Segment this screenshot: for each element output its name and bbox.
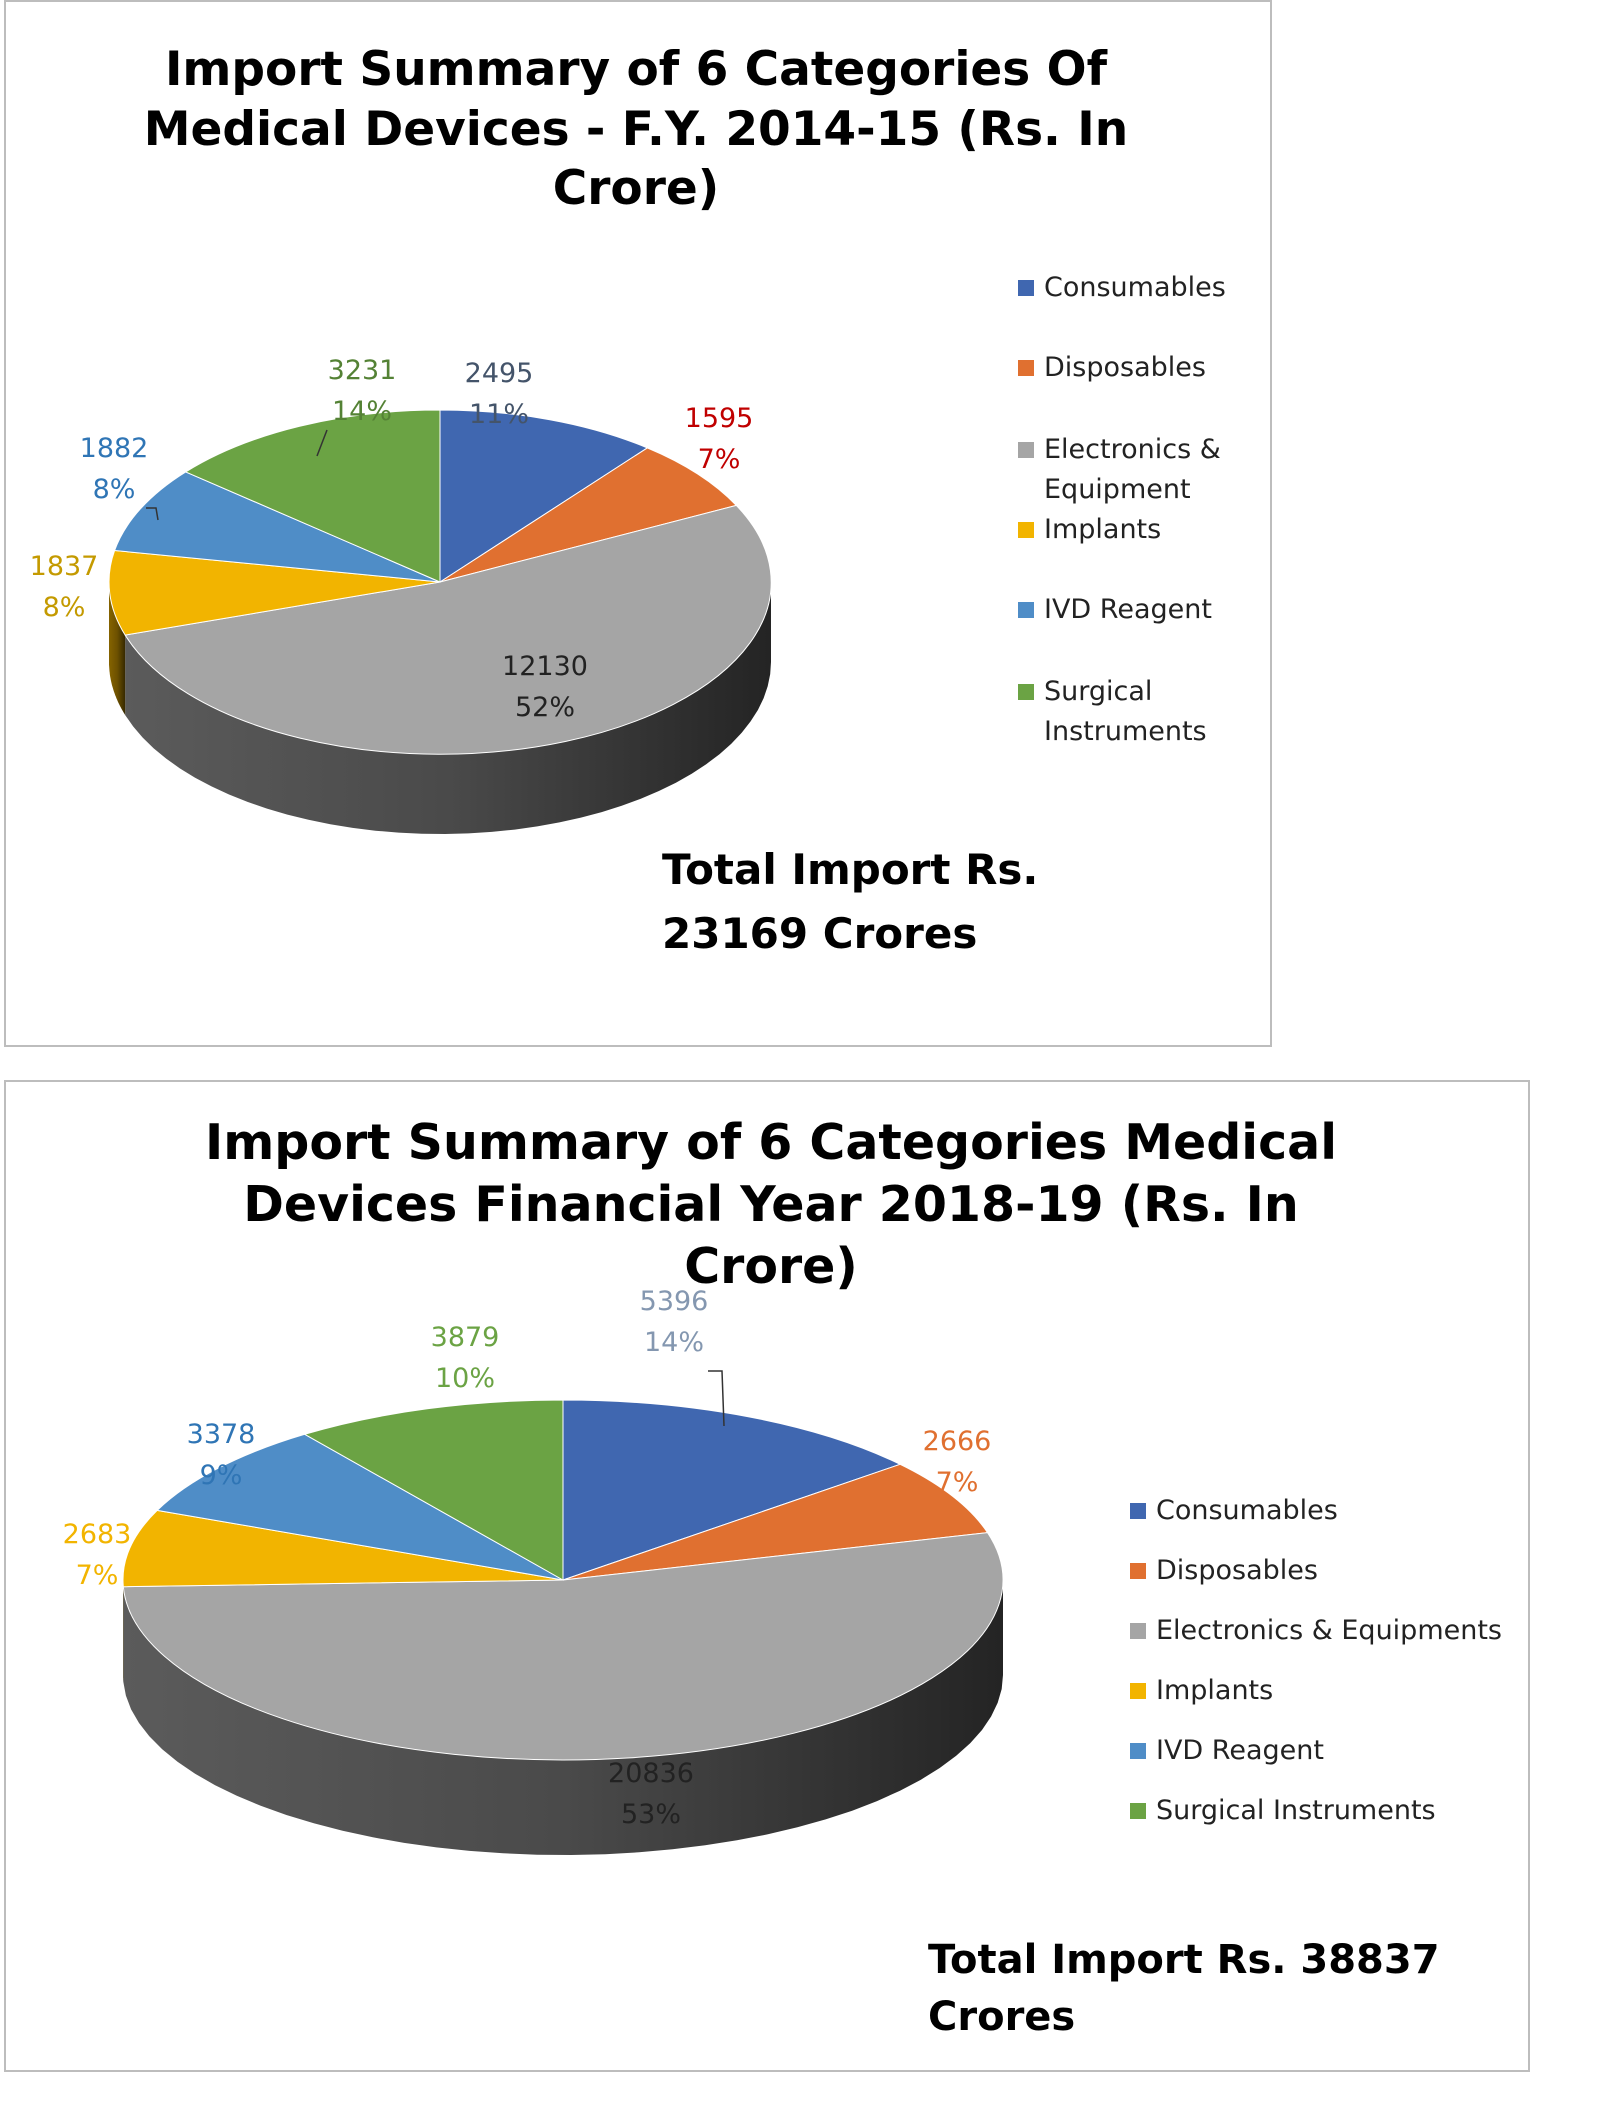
data-label: 20836 53% bbox=[608, 1758, 694, 1830]
legend-item: Surgical Instruments bbox=[1130, 1791, 1436, 1831]
data-label: 1595 7% bbox=[685, 403, 754, 475]
chart-title: Import Summary of 6 Categories Medical D… bbox=[204, 1114, 1337, 1296]
pie-chart-2014-15: 2495 11% 1595 7% 12130 52% 1837 8% 1882 8% 3231 14% bbox=[30, 355, 772, 834]
legend-item: Consumables bbox=[1018, 268, 1226, 308]
pie-chart-2018-19: 5396 14% 2666 7% 20836 53% 2683 7% 3378 9% 3879 10% bbox=[63, 1286, 1004, 1855]
pie-slice-ivd-reagent bbox=[113, 471, 441, 583]
chart-panel-2018-19: Import Summary of 6 Categories Medical D… bbox=[4, 1080, 1530, 2072]
pie-slices bbox=[122, 1399, 1004, 1855]
legend-label: Consumables bbox=[1044, 272, 1226, 303]
pie-slice-consumables bbox=[439, 409, 649, 583]
pie-side-2 bbox=[125, 582, 771, 834]
legend-swatch bbox=[1018, 442, 1034, 458]
pie-slice-disposables bbox=[562, 1463, 989, 1581]
legend-label: Surgical Instruments bbox=[1156, 1795, 1436, 1826]
legend-swatch bbox=[1018, 360, 1034, 376]
legend-swatch bbox=[1130, 1803, 1146, 1819]
legend-item: Consumables bbox=[1130, 1491, 1338, 1531]
legend-item: Implants bbox=[1130, 1671, 1273, 1711]
pie-side-2 bbox=[123, 1580, 1004, 1855]
pie-slice-implants bbox=[108, 549, 441, 636]
legend-item: Electronics & Equipments bbox=[1130, 1611, 1502, 1651]
legend-swatch bbox=[1018, 280, 1034, 296]
legend-label: IVD Reagent bbox=[1044, 594, 1212, 625]
pie-side-3 bbox=[109, 582, 126, 716]
data-label: 5396 14% bbox=[640, 1286, 709, 1358]
legend-swatch bbox=[1018, 522, 1034, 538]
leader-line bbox=[316, 429, 328, 457]
legend-swatch bbox=[1130, 1503, 1146, 1519]
leader-line bbox=[146, 507, 159, 521]
data-label: 2495 11% bbox=[465, 358, 534, 430]
chart-panel-2014-15: Import Summary of 6 Categories Of Medica… bbox=[4, 0, 1272, 1047]
data-label: 12130 52% bbox=[502, 651, 588, 723]
total-import-note: Total Import Rs. 23169 Crores bbox=[662, 845, 1039, 958]
legend-label: IVD Reagent bbox=[1156, 1735, 1324, 1766]
pie-slice-ivd-reagent bbox=[156, 1433, 564, 1581]
legend-label: Electronics & Equipments bbox=[1156, 1615, 1503, 1646]
legend-item: Electronics & Equipment bbox=[1018, 430, 1244, 510]
legend-label: Electronics & Equipment bbox=[1044, 434, 1221, 505]
legend-item: IVD Reagent bbox=[1130, 1731, 1324, 1771]
legend-item: Disposables bbox=[1018, 348, 1206, 388]
pie-slice-surgical-instruments bbox=[184, 409, 441, 583]
legend-item: Disposables bbox=[1130, 1551, 1318, 1591]
pie-slices bbox=[108, 409, 772, 834]
chart-title: Import Summary of 6 Categories Of Medica… bbox=[143, 42, 1129, 217]
legend-item: Implants bbox=[1018, 510, 1161, 550]
pie-slice-disposables bbox=[439, 447, 738, 583]
pie-slice-surgical-instruments bbox=[303, 1399, 564, 1581]
data-label: 1837 8% bbox=[30, 551, 99, 623]
legend-swatch bbox=[1130, 1683, 1146, 1699]
legend-label: Surgical Instruments bbox=[1044, 676, 1207, 747]
data-label: 2683 7% bbox=[63, 1519, 132, 1591]
legend-label: Disposables bbox=[1156, 1555, 1318, 1586]
legend-item: Surgical Instruments bbox=[1018, 672, 1244, 752]
legend-item: IVD Reagent bbox=[1018, 590, 1212, 630]
legend-swatch bbox=[1130, 1623, 1146, 1639]
legend-label: Disposables bbox=[1044, 352, 1206, 383]
leader-line bbox=[708, 1370, 725, 1427]
data-label: 2666 7% bbox=[923, 1426, 992, 1498]
pie-slice-consumables bbox=[562, 1399, 902, 1581]
legend-label: Implants bbox=[1044, 514, 1162, 545]
legend-swatch bbox=[1018, 602, 1034, 618]
data-label: 3378 9% bbox=[187, 1419, 256, 1491]
total-import-note: Total Import Rs. 38837 Crores bbox=[928, 1937, 1440, 2040]
legend-label: Implants bbox=[1156, 1675, 1274, 1706]
data-label: 3879 10% bbox=[431, 1322, 500, 1394]
pie-slice-implants bbox=[122, 1509, 564, 1588]
data-label: 3231 14% bbox=[328, 355, 397, 427]
pie-slice-electronics-equipments bbox=[122, 1532, 1004, 1761]
pie-slice-electronics-equipment bbox=[124, 504, 772, 755]
data-label: 1882 8% bbox=[80, 433, 149, 505]
legend-swatch bbox=[1130, 1563, 1146, 1579]
legend-swatch bbox=[1018, 684, 1034, 700]
legend-label: Consumables bbox=[1156, 1495, 1338, 1526]
legend-swatch bbox=[1130, 1743, 1146, 1759]
